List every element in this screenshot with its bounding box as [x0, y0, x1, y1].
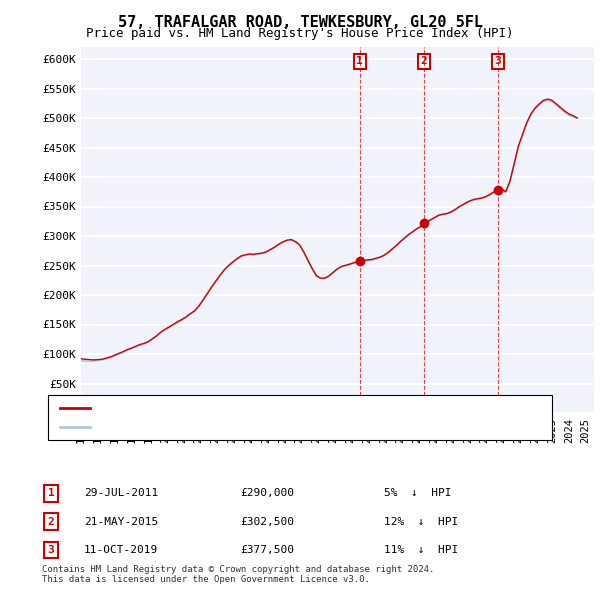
Text: 11-OCT-2019: 11-OCT-2019 — [84, 545, 158, 555]
Text: HPI: Average price, detached house, Tewkesbury: HPI: Average price, detached house, Tewk… — [93, 422, 380, 432]
Text: 57, TRAFALGAR ROAD, TEWKESBURY, GL20 5FL (detached house): 57, TRAFALGAR ROAD, TEWKESBURY, GL20 5FL… — [93, 403, 449, 412]
Text: £302,500: £302,500 — [240, 517, 294, 526]
Text: £377,500: £377,500 — [240, 545, 294, 555]
Text: 2: 2 — [421, 57, 427, 66]
Text: 29-JUL-2011: 29-JUL-2011 — [84, 489, 158, 498]
Text: 5%  ↓  HPI: 5% ↓ HPI — [384, 489, 451, 498]
Text: 2: 2 — [47, 517, 55, 526]
Text: £290,000: £290,000 — [240, 489, 294, 498]
Text: 57, TRAFALGAR ROAD, TEWKESBURY, GL20 5FL: 57, TRAFALGAR ROAD, TEWKESBURY, GL20 5FL — [118, 15, 482, 30]
Text: 1: 1 — [356, 57, 363, 66]
Text: 3: 3 — [47, 545, 55, 555]
Text: 11%  ↓  HPI: 11% ↓ HPI — [384, 545, 458, 555]
Text: 12%  ↓  HPI: 12% ↓ HPI — [384, 517, 458, 526]
Text: 3: 3 — [494, 57, 501, 66]
Text: 21-MAY-2015: 21-MAY-2015 — [84, 517, 158, 526]
Text: Price paid vs. HM Land Registry's House Price Index (HPI): Price paid vs. HM Land Registry's House … — [86, 27, 514, 40]
Text: 1: 1 — [47, 489, 55, 498]
Text: Contains HM Land Registry data © Crown copyright and database right 2024.
This d: Contains HM Land Registry data © Crown c… — [42, 565, 434, 584]
